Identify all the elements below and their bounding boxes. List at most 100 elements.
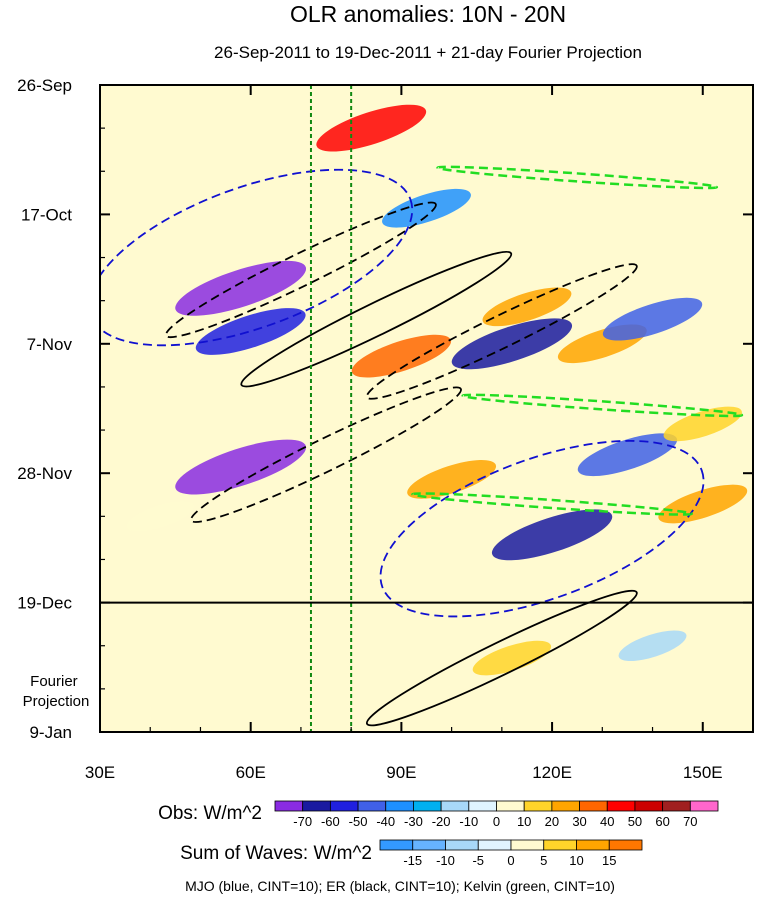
colorbar-tick-label: -10: [459, 814, 478, 829]
colorbar-swatch: [440, 800, 470, 812]
colorbar-swatch: [445, 839, 479, 851]
projection-label-line-1: Fourier: [30, 673, 78, 690]
colorbar-tick-label: -30: [404, 814, 423, 829]
colorbar-tick-label: -15: [403, 853, 422, 868]
mjo-contour-118e-day72: [379, 439, 705, 618]
obs-anomaly-58e-day33: [175, 260, 307, 316]
colorbar-tick-label: -70: [293, 814, 312, 829]
waves-colorbar: -15 -10 -5 0 5 10 15: [379, 839, 643, 868]
obs-anomaly-90e-day44: [351, 334, 452, 378]
colorbar-tick-label: -10: [436, 853, 455, 868]
colorbar-swatch: [510, 839, 545, 851]
kelvin-contour-120e-day68: [411, 492, 693, 516]
colorbar-swatch: [551, 800, 580, 812]
colorbar-swatch: [496, 800, 525, 812]
obs-anomaly-115e-day36: [482, 287, 572, 327]
reference-longitude-lines: [309, 85, 353, 732]
chart-subtitle: 26-Sep-2011 to 19-Dec-2011 + 21-day Four…: [214, 43, 642, 62]
colorbar-swatch: [608, 839, 643, 851]
x-tick-label: 120E: [532, 763, 572, 782]
colorbar-tick-label: -50: [349, 814, 368, 829]
er-contour-70e-day30: [165, 201, 437, 339]
colorbar-tick-label: 15: [602, 853, 616, 868]
obs-colorbar-label: Obs: W/m^2: [158, 803, 262, 824]
colorbar-swatch: [357, 800, 387, 812]
colorbar-swatch: [576, 839, 610, 851]
colorbar-tick-label: -5: [472, 853, 484, 868]
waves-colorbar-label: Sum of Waves: W/m^2: [180, 843, 372, 864]
y-tick-label: 9-Jan: [29, 723, 72, 742]
colorbar-tick-label: 5: [540, 853, 547, 868]
obs-anomaly-95e-day20: [382, 188, 471, 228]
obs-anomaly-140e-day38: [602, 297, 703, 341]
colorbar-swatch: [662, 800, 691, 812]
er-contour-110e-day93: [365, 589, 638, 727]
obs-anomaly-135e-day60: [577, 433, 678, 477]
er-contour-75e-day60: [190, 386, 462, 523]
colorbar-tick-label: -60: [321, 814, 340, 829]
obs-anomaly-60e-day40: [195, 308, 306, 355]
colorbar-swatch: [543, 839, 577, 851]
y-axis: 26-Sep 17-Oct 7-Nov 28-Nov 19-Dec 9-Jan: [17, 76, 753, 742]
obs-anomaly-100e-day64: [407, 460, 497, 499]
obs-anomaly-58e-day62: [175, 439, 307, 495]
plot-area: [100, 85, 753, 732]
colorbar-tick-label: 10: [569, 853, 583, 868]
obs-anomaly-112e-day93: [472, 640, 552, 676]
colorbar-swatch: [606, 800, 636, 812]
colorbar-tick-label: 30: [572, 814, 586, 829]
y-tick-label: 28-Nov: [17, 464, 72, 483]
colorbar-swatch: [579, 800, 608, 812]
colorbar-swatch: [412, 839, 446, 851]
colorbar-tick-label: 20: [545, 814, 559, 829]
colorbar-tick-label: 60: [655, 814, 669, 829]
obs-colorbar: -70 -60 -50 -40 -30 -20 -10 0 10 20 30 40 50 60 70: [274, 800, 719, 829]
colorbar-swatch: [329, 800, 359, 812]
kelvin-contour-130e-day52: [461, 393, 744, 418]
colorbar-swatch: [523, 800, 553, 812]
colorbar-swatch: [274, 800, 304, 812]
colorbar-swatch: [634, 800, 664, 812]
wave-contours: [100, 165, 744, 727]
chart-title: OLR anomalies: 10N - 20N: [290, 1, 566, 27]
colorbar-tick-label: 50: [628, 814, 642, 829]
x-tick-label: 90E: [386, 763, 416, 782]
x-tick-label: 150E: [683, 763, 723, 782]
kelvin-contour-125e-day15: [436, 165, 719, 190]
colorbar-tick-label: 70: [683, 814, 697, 829]
fourier-projection-label: Fourier Projection: [23, 673, 90, 710]
er-contour-85e-day38: [240, 250, 513, 388]
x-tick-label: 60E: [236, 763, 266, 782]
colorbar-swatch: [477, 839, 512, 851]
colorbar-tick-label: -20: [432, 814, 451, 829]
mjo-contour-60e-day28: [100, 168, 414, 347]
obs-anomaly-120e-day73: [491, 509, 613, 561]
footnote: MJO (blue, CINT=10); ER (black, CINT=10)…: [185, 878, 615, 894]
y-tick-label: 17-Oct: [21, 205, 72, 224]
obs-anomaly-42e-day70: [126, 501, 195, 532]
x-tick-label: 30E: [85, 763, 115, 782]
y-tick-label: 7-Nov: [27, 335, 73, 354]
plot-frame: [99, 84, 754, 733]
plot-background: [100, 85, 753, 732]
obs-anomaly-140e-day91: [618, 630, 687, 662]
colorbar-swatch: [302, 800, 331, 812]
y-tick-label: 19-Dec: [17, 594, 72, 613]
colorbar-tick-label: 40: [600, 814, 614, 829]
colorbar-swatch: [468, 800, 497, 812]
x-axis: 30E 60E 90E 120E 150E: [85, 85, 723, 782]
colorbar-tick-label: 0: [493, 814, 500, 829]
obs-anomaly-150e-day68: [658, 484, 748, 524]
obs-anomaly-84e-day7: [316, 104, 427, 152]
colorbar-swatch: [413, 800, 442, 812]
colorbar-swatch: [385, 800, 414, 812]
colorbar-tick-label: 0: [507, 853, 514, 868]
colorbar-tick-label: 10: [517, 814, 531, 829]
colorbar-swatch: [379, 839, 414, 851]
projection-label-line-2: Projection: [23, 693, 90, 710]
colorbar-swatch: [689, 800, 719, 812]
er-contour-110e-day40: [365, 263, 638, 400]
colorbar-tick-label: -40: [376, 814, 395, 829]
y-tick-label: 26-Sep: [17, 76, 72, 95]
